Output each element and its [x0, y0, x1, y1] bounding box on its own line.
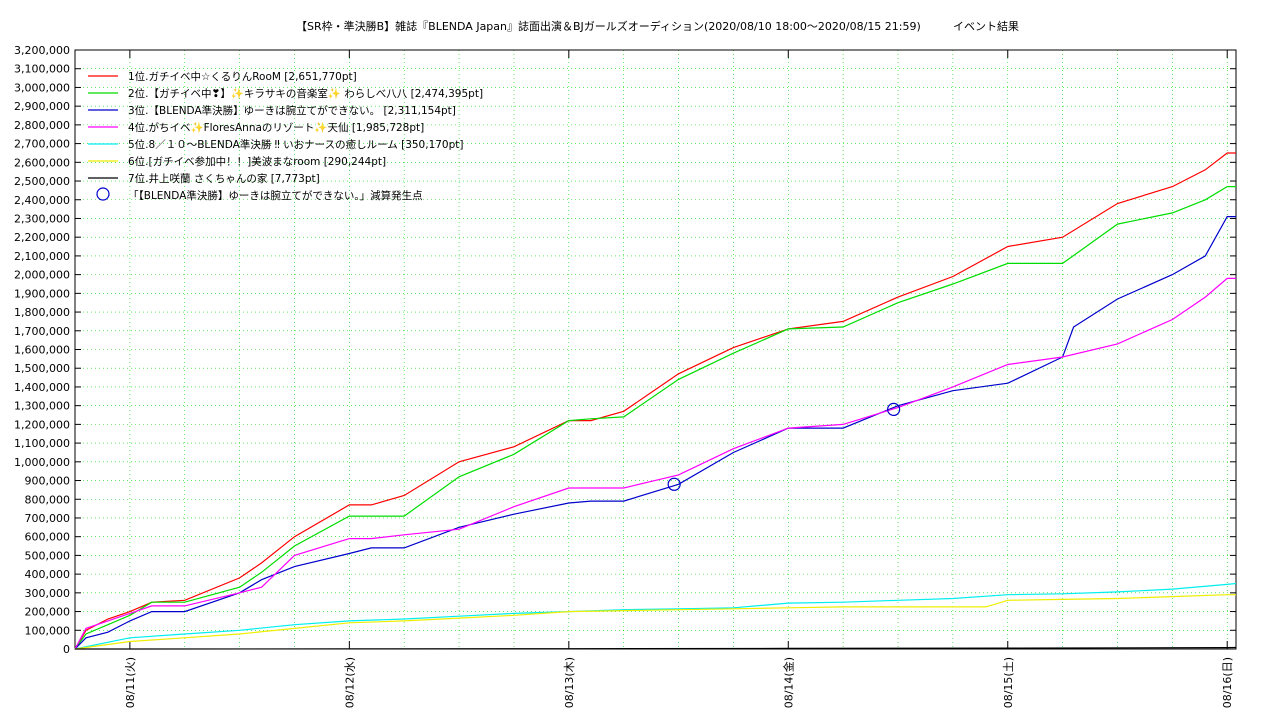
series-line	[74, 186, 1236, 650]
y-tick-label: 2,400,000	[14, 194, 70, 207]
y-tick-label: 2,900,000	[14, 100, 70, 113]
x-tick-label: 08/12(水)	[343, 657, 356, 708]
legend-label: 「【BLENDA準決勝】ゆーきは腕立てができない。」減算発生点	[128, 189, 423, 202]
y-tick-label: 900,000	[25, 475, 71, 488]
x-tick-label: 08/16(日)	[1221, 657, 1234, 708]
series-line	[74, 216, 1236, 650]
y-tick-label: 200,000	[25, 606, 71, 619]
grid	[75, 50, 1236, 649]
y-tick-label: 2,100,000	[14, 250, 70, 263]
series-line	[74, 646, 1237, 650]
y-tick-label: 700,000	[25, 512, 71, 525]
y-axis: 0 100,000 200,000 300,000 400,000 500,000 600,…	[14, 44, 1236, 656]
y-tick-label: 2,700,000	[14, 138, 70, 151]
legend-label: 1位.ガチイベ中☆くるりんRooM [2,651,770pt]	[128, 70, 357, 83]
y-tick-label: 1,800,000	[14, 306, 70, 319]
series-line	[74, 152, 1236, 650]
legend-label: 4位.がちイベ✨FloresAnnaのリゾート✨天仙 [1,985,728pt]	[128, 121, 424, 134]
y-tick-label: 3,100,000	[14, 63, 70, 76]
y-tick-label: 1,400,000	[14, 381, 70, 394]
y-tick-label: 1,700,000	[14, 325, 70, 338]
y-tick-label: 1,200,000	[14, 418, 70, 431]
legend-label: 5位.8／１０〜BLENDA準決勝 ‼ いおナースの癒しルーム [350,170…	[128, 138, 464, 151]
x-tick-label: 08/13(木)	[563, 657, 576, 708]
y-tick-label: 2,200,000	[14, 231, 70, 244]
y-tick-label: 2,500,000	[14, 175, 70, 188]
y-tick-label: 2,800,000	[14, 119, 70, 132]
deduction-markers	[667, 402, 901, 491]
legend: 1位.ガチイベ中☆くるりんRooM [2,651,770pt] 2位.【ガチイベ中…	[88, 70, 483, 202]
legend-label: 7位.井上咲蘭 さくちゃんの家 [7,773pt]	[128, 172, 320, 185]
series-lines	[74, 152, 1237, 650]
y-tick-label: 2,600,000	[14, 156, 70, 169]
legend-label: 6位.[ガチイベ参加中！！]美波まなroom [290,244pt]	[128, 155, 386, 168]
deduction-marker	[667, 477, 681, 491]
y-tick-label: 1,100,000	[14, 437, 70, 450]
x-tick-label: 08/11(火)	[124, 657, 137, 708]
series-line	[74, 594, 1236, 650]
x-axis: 08/11(火) 08/12(水) 08/13(木) 08/14(金) 08/15(土)…	[124, 50, 1234, 708]
y-tick-label: 500,000	[25, 549, 71, 562]
y-tick-label: 300,000	[25, 587, 71, 600]
y-tick-label: 2,000,000	[14, 269, 70, 282]
y-tick-label: 0	[63, 643, 70, 656]
y-tick-label: 600,000	[25, 531, 71, 544]
legend-label: 2位.【ガチイベ中❣】✨キラサキの音楽室✨ わらしべ八八 [2,474,395p…	[128, 87, 483, 100]
x-tick-label: 08/14(金)	[781, 657, 795, 708]
chart-title: 【SR枠・準決勝B】雑誌『BLENDA Japan』誌面出演＆BJガールズオーデ…	[296, 19, 921, 33]
y-tick-label: 100,000	[25, 624, 71, 637]
legend-marker	[96, 187, 110, 201]
y-tick-label: 1,300,000	[14, 400, 70, 413]
y-tick-label: 1,600,000	[14, 344, 70, 357]
y-tick-label: 3,200,000	[14, 44, 70, 57]
y-tick-label: 2,300,000	[14, 212, 70, 225]
y-tick-label: 800,000	[25, 493, 71, 506]
deduction-marker	[887, 402, 901, 416]
y-tick-label: 1,000,000	[14, 456, 70, 469]
legend-label: 3位.【BLENDA準決勝】ゆーきは腕立てができない。 [2,311,154pt…	[128, 104, 456, 117]
y-tick-label: 3,000,000	[14, 81, 70, 94]
y-tick-label: 1,900,000	[14, 287, 70, 300]
y-tick-label: 400,000	[25, 568, 71, 581]
x-tick-label: 08/15(土)	[1002, 657, 1015, 708]
y-tick-label: 1,500,000	[14, 362, 70, 375]
series-line	[74, 277, 1236, 650]
chart-subtitle: イベント結果	[953, 19, 1019, 33]
series-line	[74, 582, 1237, 650]
